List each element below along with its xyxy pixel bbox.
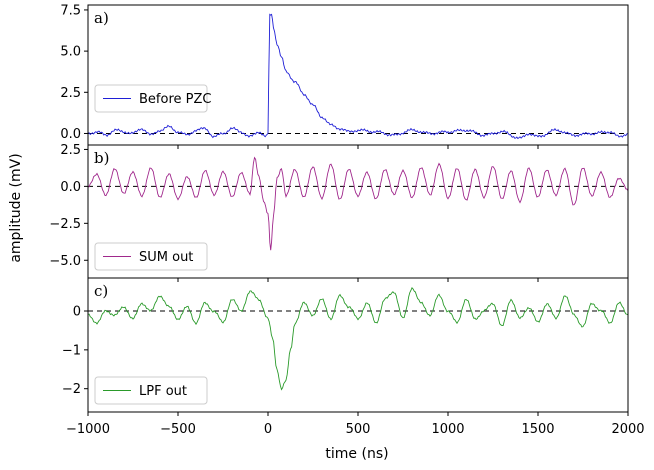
series-line-2 [88, 156, 628, 251]
panel-3: 0 −1 −2 c) LPF out [62, 277, 629, 416]
legend-label: Before PZC [139, 92, 211, 107]
legend-box [94, 84, 208, 113]
panel-2: 2.5 0.0 −2.5 −5.0 b) SUM out [49, 143, 629, 282]
series-line-3 [88, 287, 628, 391]
x-tick-label: 500 [346, 422, 371, 437]
y-tick-label: 2.5 [60, 86, 81, 101]
panel-label: b) [94, 149, 109, 167]
panel-label: a) [94, 9, 109, 27]
y-tick-label: −2.5 [49, 217, 81, 232]
y-tick-label: −1 [62, 343, 81, 358]
panel-1: 0.0 2.5 5.0 7.5 a) Before PZC [60, 3, 629, 149]
legend-label: LPF out [139, 384, 187, 399]
series-line-1 [88, 13, 628, 140]
panel-label: c) [94, 282, 108, 300]
x-tick-label: 1500 [521, 422, 554, 437]
y-tick-label: 0.0 [60, 180, 81, 195]
x-tick-label: 0 [264, 422, 272, 437]
y-tick-label: −2 [62, 382, 81, 397]
x-axis-label: time (ns) [325, 446, 388, 462]
y-axis-label: amplitude (mV) [8, 153, 24, 262]
legend-box [94, 376, 208, 405]
legend-label: SUM out [139, 250, 193, 265]
y-tick-label: 5.0 [60, 45, 81, 60]
panels: 0.02.55.07.5 a)Before PZC2.50.0−2.5−5.0b)… [49, 3, 644, 437]
x-axis: −1000 −500 0 500 1000 1500 2000 [66, 422, 645, 437]
plot-frame [87, 4, 629, 146]
y-tick-label: 0.0 [60, 127, 81, 142]
y-tick-label: 2.5 [60, 143, 81, 158]
x-tick-label: −1000 [66, 422, 110, 437]
legend-box [94, 242, 208, 271]
x-tick-label: −500 [160, 422, 196, 437]
y-tick-label: −5.0 [49, 254, 81, 269]
y-tick-label: 7.5 [60, 3, 81, 18]
x-tick-label: 2000 [611, 422, 644, 437]
y-tick-label: 0 [73, 305, 81, 320]
x-tick-label: 1000 [431, 422, 464, 437]
